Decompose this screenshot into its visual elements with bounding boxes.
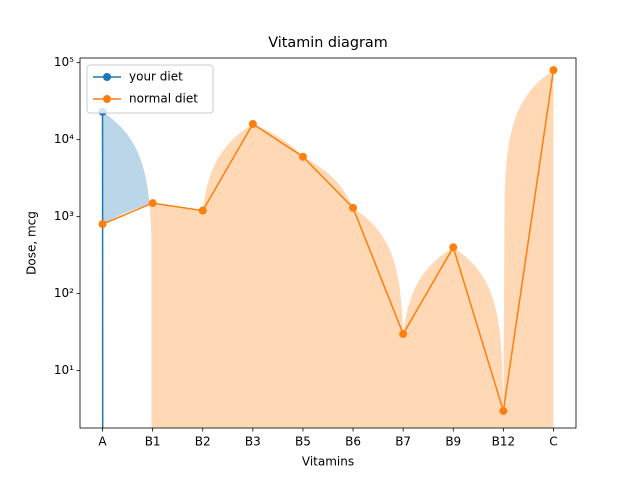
point [499,406,508,415]
point [349,203,358,212]
axes: 10¹ 10² 10³ 10⁴ 10⁵ A B1 B2 B3 B5 B6 B7 B9 B12 C [54,55,558,448]
x-tick-label: B9 [445,435,461,449]
series-line [102,70,555,412]
y-tick-label: 10⁴ [54,132,74,146]
x-tick-label: C [549,435,557,449]
point [198,206,207,215]
x-tick-label: B7 [395,435,411,449]
legend-marker [103,73,111,81]
point [449,243,458,252]
x-tick-label: B2 [195,435,211,449]
y-tick-label: 10¹ [54,363,74,377]
y-tick-label: 10³ [54,209,74,223]
fill-area [149,70,554,428]
x-axis-label: Vitamins [302,455,354,469]
fill-area [102,111,150,225]
legend: your diet normal diet [86,64,214,114]
point [399,329,408,338]
x-tick-label: B6 [345,435,361,449]
y-axis-label: Dose, mcg [25,211,39,275]
point [248,119,257,128]
x-tick-label: B5 [295,435,311,449]
legend-label: your diet [129,70,183,84]
x-tick-label: B1 [145,435,161,449]
legend-label: normal diet [129,92,198,106]
chart-title: Vitamin diagram [268,35,388,51]
x-tick-label: B3 [245,435,261,449]
y-tick-label: 10² [54,286,74,300]
y-tick-label: 10⁵ [54,55,74,69]
x-tick-label: B12 [492,435,516,449]
axes-frame [79,57,577,429]
plot-area [98,66,558,428]
point [148,199,157,208]
point [98,220,107,229]
point [549,66,558,75]
x-tick-label: A [98,435,107,449]
legend-marker [103,95,111,103]
point [298,152,307,161]
